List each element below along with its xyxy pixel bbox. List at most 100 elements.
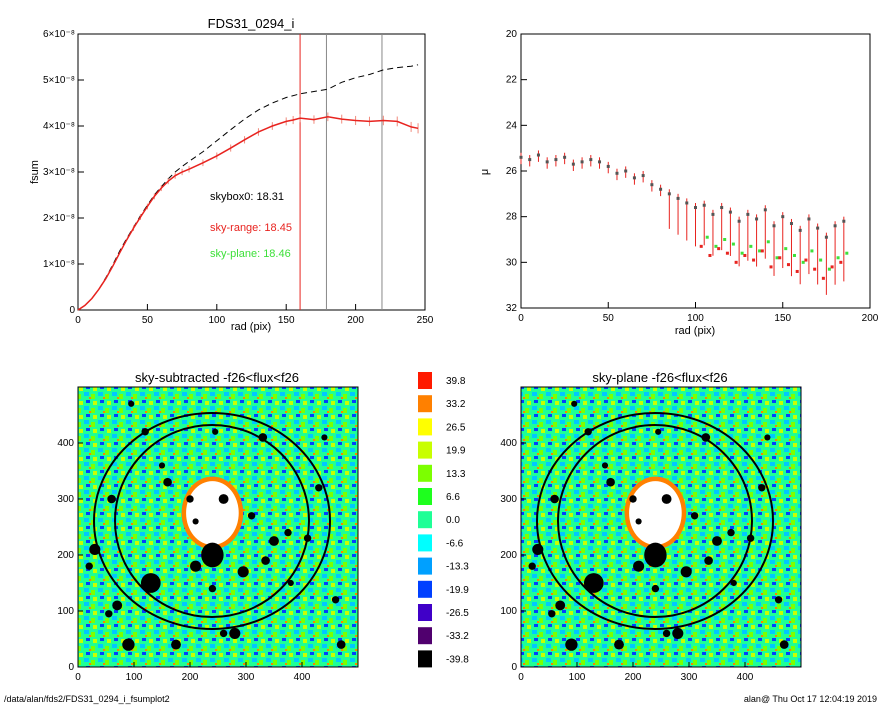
image-left-x-tick-label: 400 <box>294 672 311 683</box>
mu-data-point <box>606 164 610 168</box>
image-right-stars <box>528 400 789 651</box>
mu-sky-plane-point <box>845 251 849 255</box>
mu-sky-range-point <box>725 251 729 255</box>
mu-sky-plane-point <box>740 251 744 255</box>
mu-data-point <box>772 224 776 228</box>
image-left-core <box>186 481 239 545</box>
colorbar-swatch <box>418 604 432 621</box>
mu-data-point <box>580 160 584 164</box>
image-right-inner-ellipse <box>557 424 753 618</box>
mu-data-point <box>702 203 706 207</box>
mu-sky-plane-point <box>810 249 814 253</box>
image-right-outer-ellipse <box>536 412 774 630</box>
image-left-star <box>208 584 217 593</box>
mu-data-point <box>667 192 671 196</box>
image-right-star <box>661 494 672 504</box>
colorbar-label: 13.3 <box>446 469 466 480</box>
mu-data-point <box>536 153 540 157</box>
image-left-star <box>140 573 161 593</box>
image-right-star <box>571 400 578 407</box>
image-right-star <box>635 518 642 525</box>
annotation-sky-plane: sky-plane: 18.46 <box>210 248 291 260</box>
image-right-central-star <box>644 542 667 568</box>
image-left-star <box>212 428 219 435</box>
colorbar-label: -33.2 <box>446 631 469 642</box>
mu-data-point <box>659 187 663 191</box>
mu-x-axis-label: rad (pix) <box>675 325 715 337</box>
colorbar-swatch <box>418 488 432 505</box>
mu-sky-range-point <box>813 267 817 271</box>
mu-data-point <box>816 226 820 230</box>
mu-data-point <box>728 210 732 214</box>
image-left-y-tick-label: 300 <box>57 494 74 505</box>
mu-data-point <box>807 217 811 221</box>
image-right-star <box>655 428 662 435</box>
colorbar-swatch <box>418 418 432 436</box>
mu-sky-plane-point <box>705 235 709 239</box>
mu-x-tick-label: 50 <box>603 313 615 324</box>
colorbar-label: -26.5 <box>446 608 469 619</box>
mu-sky-plane-point <box>766 240 770 244</box>
image-right-star <box>528 562 536 570</box>
mu-sky-range-point <box>734 260 738 264</box>
mu-data-point <box>737 219 741 223</box>
mu-sky-plane-point <box>836 256 840 260</box>
image-left-star <box>163 477 172 487</box>
mu-data-point <box>685 201 689 205</box>
mu-sky-range-point <box>699 244 703 248</box>
mu-data-point <box>589 158 593 162</box>
image-right-star <box>601 462 609 469</box>
mu-data-point <box>545 160 549 164</box>
fsum-y-tick-label: 0 <box>69 305 75 316</box>
image-left-x-tick-label: 100 <box>126 672 143 683</box>
image-right-star <box>614 639 624 650</box>
mu-x-tick-label: 0 <box>518 313 524 324</box>
mu-sky-range-point <box>778 256 782 260</box>
colorbar-label: 33.2 <box>446 399 466 410</box>
image-left-stars <box>85 400 346 651</box>
image-right-star <box>712 536 722 546</box>
image-left-star <box>158 462 166 469</box>
mu-sky-plane-point <box>827 267 831 271</box>
colorbar-swatch <box>418 464 432 482</box>
mu-y-tick-label: 22 <box>506 75 518 86</box>
image-right-core <box>629 481 682 545</box>
mu-data-point <box>528 158 532 162</box>
mu-sky-range-point <box>795 269 799 273</box>
surface-brightness-chart: rad (pix) μ 0 50 100 150 200 20 22 24 26 28 30 32 <box>479 29 879 337</box>
image-left-star <box>186 495 194 503</box>
image-right-star <box>633 560 645 572</box>
colorbar-label: -13.3 <box>446 562 469 573</box>
image-right-star <box>779 640 789 649</box>
image-right-star <box>548 610 556 618</box>
image-left-frame <box>77 386 359 668</box>
image-right-star <box>651 584 660 593</box>
mu-sky-range-point <box>708 253 712 257</box>
fsum-x-tick-label: 0 <box>75 315 81 326</box>
mu-y-tick-label: 26 <box>506 166 518 177</box>
mu-data-point <box>789 222 793 226</box>
fsum-y-tick-label: 5×10⁻⁸ <box>43 75 75 86</box>
image-right-x-tick-label: 100 <box>569 672 586 683</box>
annotation-skybox0: skybox0: 18.31 <box>210 191 284 203</box>
image-left-inner-ellipse <box>114 424 310 618</box>
mu-data-point <box>842 219 846 223</box>
fsum-x-tick-label: 250 <box>417 315 434 326</box>
mu-sky-range-point <box>830 265 834 269</box>
mu-y-axis-label: μ <box>479 169 491 175</box>
mu-data-point <box>598 160 602 164</box>
mu-y-tick-label: 24 <box>506 120 518 131</box>
image-left-star <box>284 528 292 537</box>
mu-sky-plane-point <box>731 242 735 246</box>
image-left-star <box>105 610 113 618</box>
colorbar-label: 39.8 <box>446 376 466 387</box>
mu-x-tick-label: 150 <box>774 313 791 324</box>
image-left-star <box>229 627 241 639</box>
fsum-x-tick-label: 200 <box>347 315 364 326</box>
image-left-star <box>122 638 135 651</box>
mu-sky-range-point <box>804 258 808 262</box>
colorbar-label: 0.0 <box>446 515 460 526</box>
colorbar-swatch <box>418 650 432 668</box>
image-left-star <box>315 484 323 492</box>
